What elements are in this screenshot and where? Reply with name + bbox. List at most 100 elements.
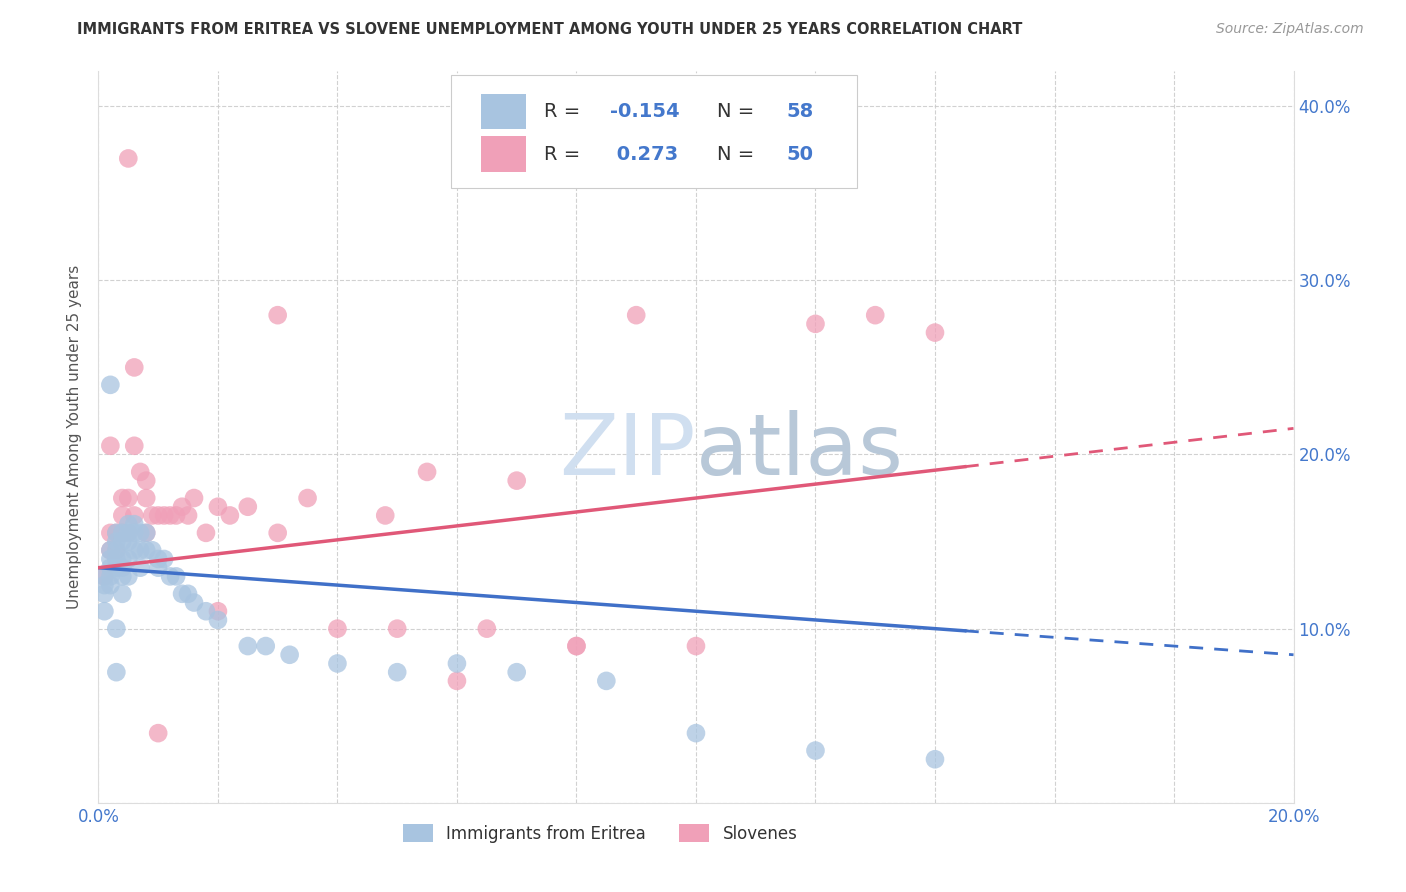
Point [98, 439, 122, 453]
Text: ZIP: ZIP [560, 410, 696, 493]
Point [117, 569, 139, 583]
Point [93, 569, 115, 583]
Point [111, 525, 134, 540]
Point [326, 622, 349, 636]
Point [135, 491, 157, 505]
Point [93, 604, 115, 618]
Bar [481, 136, 526, 171]
Point [111, 534, 134, 549]
Point [105, 665, 128, 680]
Point [105, 543, 128, 558]
Point [105, 525, 128, 540]
Point [117, 534, 139, 549]
Point [172, 500, 194, 514]
Point [129, 543, 152, 558]
Point [117, 552, 139, 566]
Point [105, 525, 128, 540]
Point [98, 560, 122, 574]
Point [207, 613, 229, 627]
Point [506, 474, 529, 488]
Point [195, 604, 218, 618]
Point [111, 560, 134, 574]
FancyBboxPatch shape [451, 75, 858, 188]
Point [446, 657, 468, 671]
Point [374, 508, 396, 523]
Point [865, 308, 887, 322]
Point [565, 639, 588, 653]
Point [111, 587, 134, 601]
Point [124, 525, 146, 540]
Point [153, 552, 176, 566]
Point [117, 152, 139, 166]
Point [267, 308, 290, 322]
Point [195, 525, 218, 540]
Point [105, 560, 128, 574]
Point [117, 525, 139, 540]
Point [148, 726, 170, 740]
Point [124, 517, 146, 532]
Point [278, 648, 301, 662]
Point [117, 491, 139, 505]
Point [98, 543, 122, 558]
Point [124, 543, 146, 558]
Point [159, 569, 181, 583]
Text: -0.154: -0.154 [610, 102, 679, 121]
Point [98, 578, 122, 592]
Point [685, 726, 707, 740]
Text: Source: ZipAtlas.com: Source: ZipAtlas.com [1216, 22, 1364, 37]
Point [117, 525, 139, 540]
Point [207, 604, 229, 618]
Point [105, 552, 128, 566]
Text: atlas: atlas [696, 410, 904, 493]
Point [804, 317, 827, 331]
Text: R =: R = [544, 145, 586, 163]
Point [141, 508, 163, 523]
Point [148, 508, 170, 523]
Point [135, 474, 157, 488]
Point [326, 657, 349, 671]
Point [93, 569, 115, 583]
Point [924, 326, 946, 340]
Point [804, 743, 827, 757]
Bar [481, 94, 526, 129]
Point [219, 508, 242, 523]
Point [129, 560, 152, 574]
Point [111, 525, 134, 540]
Point [105, 543, 128, 558]
Text: N =: N = [717, 145, 761, 163]
Point [165, 569, 187, 583]
Text: R =: R = [544, 102, 586, 121]
Point [111, 569, 134, 583]
Point [105, 622, 128, 636]
Text: 58: 58 [787, 102, 814, 121]
Point [124, 439, 146, 453]
Point [98, 552, 122, 566]
Point [385, 665, 409, 680]
Point [129, 465, 152, 479]
Point [153, 508, 176, 523]
Point [416, 465, 439, 479]
Point [159, 508, 181, 523]
Point [93, 578, 115, 592]
Point [236, 500, 259, 514]
Point [135, 525, 157, 540]
Point [105, 534, 128, 549]
Point [165, 508, 187, 523]
Point [626, 308, 648, 322]
Point [565, 639, 588, 653]
Point [183, 491, 205, 505]
Point [135, 543, 157, 558]
Point [98, 569, 122, 583]
Point [135, 525, 157, 540]
Point [141, 543, 163, 558]
Point [446, 673, 468, 688]
Point [924, 752, 946, 766]
Text: 0.273: 0.273 [610, 145, 678, 163]
Point [93, 587, 115, 601]
Point [124, 360, 146, 375]
Legend: Immigrants from Eritrea, Slovenes: Immigrants from Eritrea, Slovenes [396, 818, 804, 849]
Point [117, 517, 139, 532]
Point [475, 622, 498, 636]
Text: 50: 50 [787, 145, 814, 163]
Point [111, 491, 134, 505]
